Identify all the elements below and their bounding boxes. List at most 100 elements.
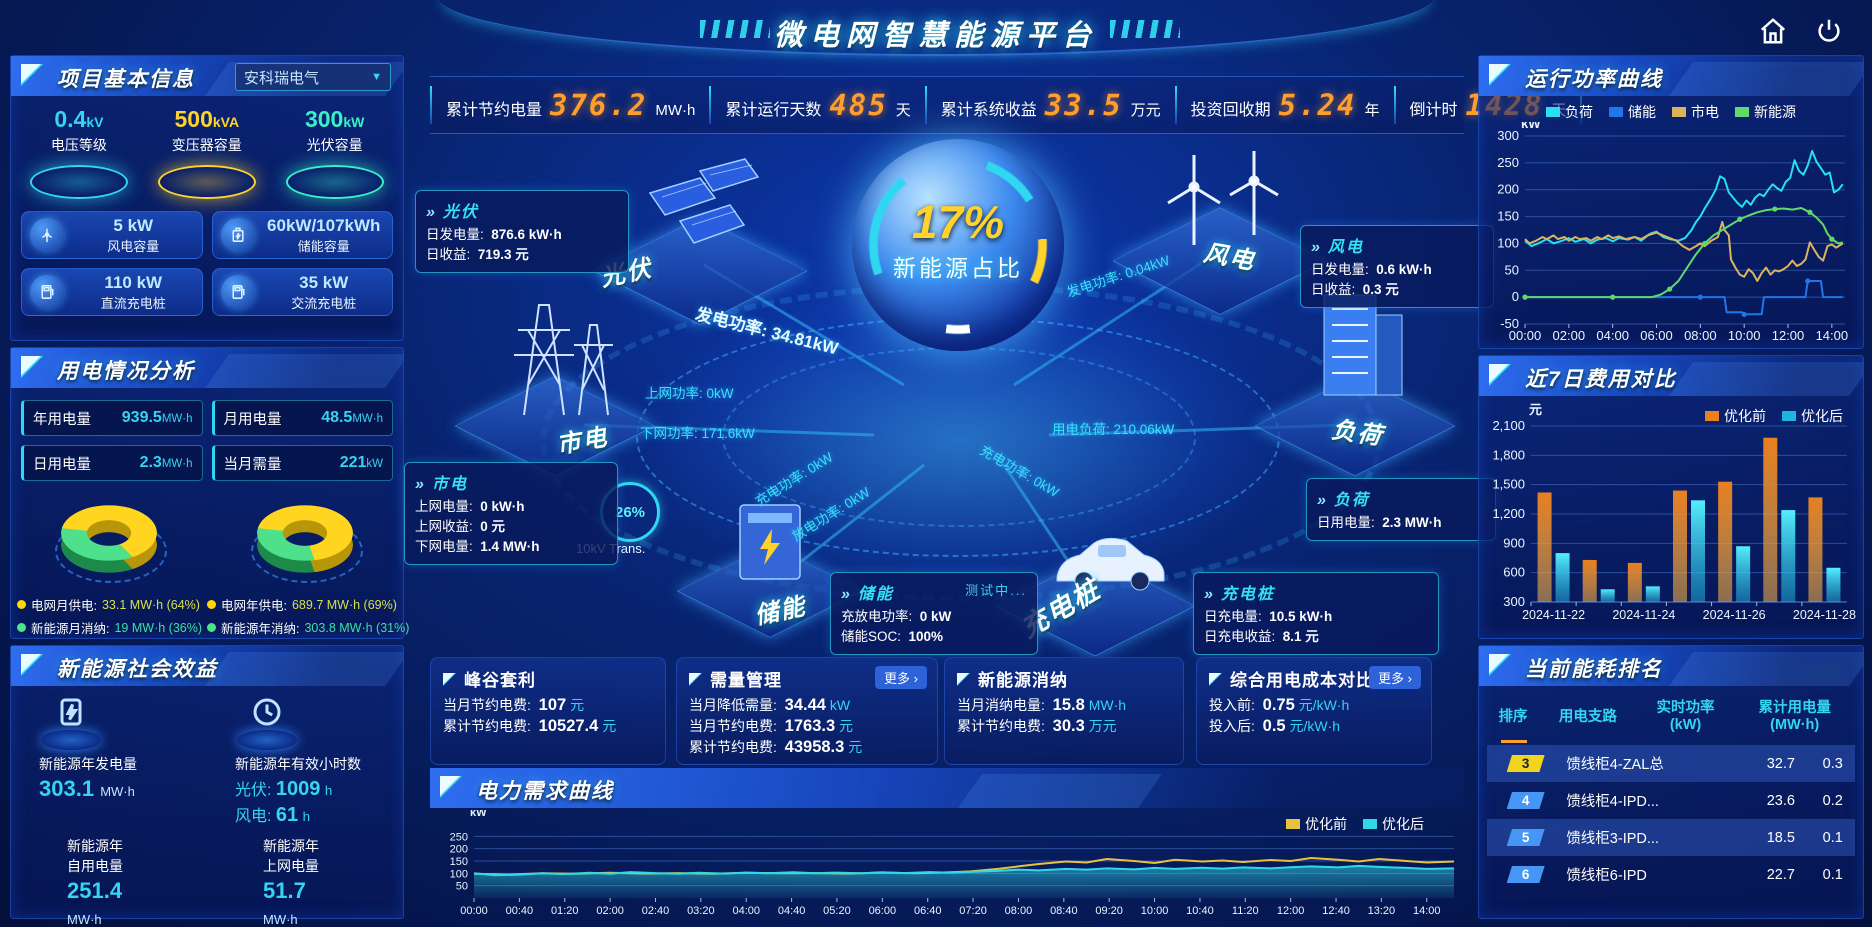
legend-value: 303.8 MW·h (31%): [304, 620, 410, 635]
svg-text:300: 300: [1497, 128, 1519, 143]
chevron-right-icon: »: [841, 586, 852, 603]
more-button[interactable]: 更多 ›: [875, 666, 927, 689]
svg-text:10:00: 10:00: [1728, 328, 1761, 343]
mini-row: 当月消纳电量: 15.8 MW·h: [957, 696, 1127, 714]
svg-text:00:40: 00:40: [506, 905, 534, 917]
usage-label: 当月需量: [223, 456, 282, 473]
spot-label: 光伏容量: [306, 137, 363, 153]
panel-corner-icon: [21, 64, 43, 86]
legend-value: 19 MW·h (36%): [114, 620, 203, 635]
panel-title: 运行功率曲线: [1525, 68, 1663, 91]
legend-value: 689.7 MW·h (69%): [291, 597, 397, 612]
chevron-right-icon: »: [415, 476, 426, 493]
run_power-svg: -50 0 50 100 150 200 250 300 00:00 02:00…: [1497, 116, 1849, 343]
table-header: 用电支路: [1558, 708, 1617, 725]
svg-text:13:20: 13:20: [1368, 905, 1396, 917]
svg-text:03:20: 03:20: [687, 905, 715, 917]
donut-chart-month: [49, 493, 169, 589]
info-box-风电: » 风电 日发电量: 0.6 kW·h 日收益: 0.3 元: [1300, 225, 1494, 308]
svg-text:06:00: 06:00: [1640, 328, 1673, 343]
svg-text:02:00: 02:00: [596, 905, 624, 917]
solar-panels-icon: [648, 158, 760, 244]
info-box-title: » 市电: [415, 476, 468, 493]
legend-label: 电网月供电:: [31, 599, 97, 613]
top-arc-decoration: [436, 0, 1436, 56]
usage-label: 月用电量: [223, 411, 282, 428]
kpi-2: 累计系统收益 33.5 万元: [927, 88, 1175, 122]
table-header: 累计用电量 (MW·h): [1758, 700, 1831, 733]
rank-badge: 4: [1506, 792, 1545, 809]
svg-text:04:00: 04:00: [732, 905, 760, 917]
svg-text:100: 100: [1497, 235, 1519, 250]
node-label-负荷: 负荷: [1329, 416, 1386, 451]
more-button[interactable]: 更多 ›: [1369, 666, 1421, 689]
home-icon[interactable]: [1758, 16, 1788, 46]
usage-stat: 年用电量 939.5MW·h: [21, 400, 203, 436]
table-row[interactable]: 6 馈线柜6-IPD 22.7 0.1: [1487, 856, 1855, 893]
svg-text:08:00: 08:00: [1684, 328, 1717, 343]
svg-text:14:00: 14:00: [1816, 328, 1849, 343]
power-icon[interactable]: [1814, 16, 1844, 46]
table-row[interactable]: 3 馈线柜4-ZAL总 32.7 0.3: [1487, 745, 1855, 782]
panel-title: 近7日费用对比: [1525, 368, 1677, 391]
panel-corner-icon: [1489, 654, 1511, 676]
info-box-title: » 储能 测试中...: [841, 580, 1027, 604]
panel-title: 新能源社会效益: [57, 658, 218, 681]
spot-label: 变压器容量: [171, 137, 242, 153]
capacity-value: 60kW/107kWh: [267, 215, 381, 235]
spot-label: 电压等级: [50, 137, 107, 153]
benefit-label: 新能源年上网电量: [263, 838, 319, 874]
lightning-icon: [60, 698, 82, 726]
panel-title: 用电情况分析: [57, 360, 195, 383]
svg-text:2024-11-22: 2024-11-22: [1522, 608, 1585, 622]
ac-charger-icon: [220, 275, 255, 309]
mini-title: 峰谷套利: [443, 666, 653, 691]
chevron-right-icon: »: [1317, 492, 1328, 509]
info-row: 日用电量: 2.3 MW·h: [1317, 515, 1442, 530]
status-badge: 测试中...: [965, 583, 1027, 598]
table-row[interactable]: 5 馈线柜3-IPD... 18.5 0.1: [1487, 819, 1855, 856]
chevron-right-icon: »: [1311, 239, 1322, 256]
table-header: 实时功率 (kW): [1656, 700, 1715, 733]
panel-power-usage: 用电情况分析 年用电量 939.5MW·h 月用电量 48.5MW·h 日用电量 2…: [10, 347, 409, 641]
svg-text:200: 200: [450, 844, 468, 856]
mini-row: 当月节约电费: 1763.3 元: [689, 717, 854, 735]
rank-badge: 6: [1506, 866, 1545, 883]
branch-name: 馈线柜4-ZAL总: [1564, 745, 1752, 782]
info-row: 充放电功率: 0 kW: [841, 609, 952, 624]
kpi-label: 倒计时: [1409, 102, 1458, 119]
svg-text:01:20: 01:20: [551, 905, 579, 917]
total-energy: 0.1: [1810, 819, 1855, 856]
company-select[interactable]: 安科瑞电气 ▼: [235, 63, 391, 91]
mini-panel-综合用电成本对比: 综合用电成本对比 更多 › 投入前: 0.75 元/kW·h 投入后: 0.5 元/…: [1196, 657, 1432, 765]
top-bar: 微电网智慧能源平台: [0, 0, 1872, 62]
table-row[interactable]: 4 馈线柜4-IPD... 23.6 0.2: [1487, 782, 1855, 819]
info-box-储能: » 储能 测试中... 充放电功率: 0 kW 储能SOC: 100%: [830, 572, 1038, 655]
svg-text:1,800: 1,800: [1492, 447, 1525, 462]
strip-separator: [924, 86, 927, 124]
capacity-item: 35 kW 交流充电桩: [211, 268, 393, 316]
mini-panel-需量管理: 需量管理 更多 › 当月降低需量: 34.44 kW 当月节约电费: 1763.3 …: [676, 657, 938, 765]
svg-text:06:40: 06:40: [914, 905, 942, 917]
usage-value: 48.5MW·h: [321, 409, 383, 426]
info-box-title: » 风电: [1311, 239, 1364, 256]
panel-corner-icon: [957, 673, 970, 686]
legend-item: 负荷: [1546, 102, 1593, 122]
capacity-item: 5 kW 风电容量: [21, 211, 203, 259]
demand-curve-chart: 50 100 150 200 250 00:00 00:40 01:20 02:…: [430, 807, 1464, 922]
kpi-unit: 年: [1364, 102, 1380, 119]
mini-title: 新能源消纳: [957, 666, 1171, 691]
kpi-value: 5.24: [1278, 88, 1357, 122]
donut-legend: 电网年供电: 689.7 MW·h (69%) 新能源年消纳: 303.8 MW…: [207, 595, 409, 641]
svg-text:300: 300: [1503, 594, 1525, 609]
donut-chart-year: [245, 493, 365, 589]
mini-panel-新能源消纳: 新能源消纳 当月消纳电量: 15.8 MW·h 累计节约电费: 30.3 万元: [944, 657, 1184, 765]
spotlight-变压器容量: 500kVA 变压器容量: [143, 106, 271, 199]
capacity-label: 直流充电桩: [100, 295, 166, 311]
panel-corner-icon: [1489, 364, 1511, 386]
svg-text:50: 50: [456, 881, 468, 893]
svg-text:10:40: 10:40: [1186, 905, 1214, 917]
panel-energy-ranking: 当前能耗排名 排序 用电支路 实时功率 (kW) 累计用电量 (MW·h) 3 馈线柜4-…: [1478, 645, 1864, 919]
total-energy: 0.1: [1822, 866, 1843, 883]
